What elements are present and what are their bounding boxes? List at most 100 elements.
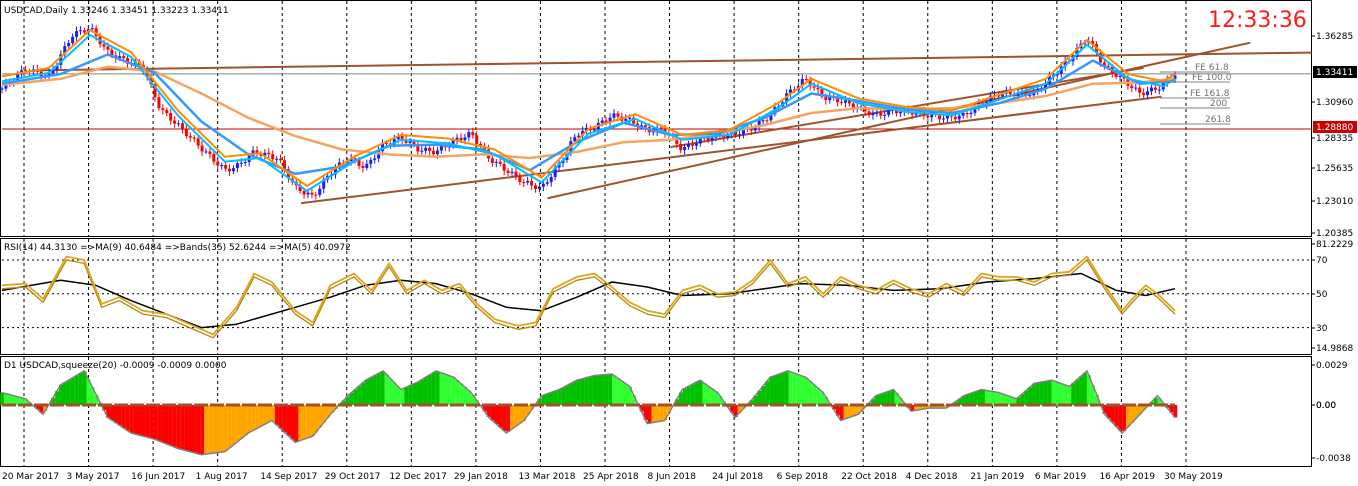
candle-body: [212, 153, 216, 162]
histogram-bar: [549, 392, 554, 406]
candle-body: [679, 143, 683, 151]
histogram-bar: [922, 405, 927, 409]
histogram-bar: [1118, 405, 1123, 431]
rsi-ma-line: [1, 272, 1176, 329]
candle-body: [698, 137, 702, 144]
candle-body: [867, 111, 871, 116]
histogram-bar: [349, 392, 354, 406]
histogram-bar: [584, 377, 589, 406]
histogram-bar: [718, 395, 723, 406]
histogram-bar: [498, 405, 503, 428]
rsi-series: [1, 255, 1311, 339]
candle-body: [71, 36, 75, 44]
candle-body: [534, 185, 538, 189]
candle-body: [263, 152, 267, 156]
candle-body: [522, 182, 526, 184]
histogram-bar: [102, 405, 107, 411]
candle-body: [298, 185, 302, 191]
candle-body: [953, 116, 957, 120]
candle-body: [235, 163, 239, 169]
histogram-bar: [15, 396, 20, 406]
y-tick-label: 30: [1316, 324, 1328, 334]
histogram-bar: [572, 381, 577, 406]
candle-body: [157, 97, 161, 109]
histogram-bar: [612, 375, 617, 406]
histogram-bar: [698, 380, 703, 406]
histogram-bar: [161, 405, 166, 443]
histogram-bar: [647, 405, 652, 424]
histogram-bar: [70, 377, 75, 406]
candle-body: [1153, 87, 1157, 90]
histogram-bar: [384, 374, 389, 406]
histogram-bar: [957, 398, 962, 406]
histogram-bar: [875, 395, 880, 406]
candle-body: [243, 162, 247, 164]
histogram-bar: [882, 392, 887, 406]
candle-body: [75, 31, 79, 37]
histogram-bar: [270, 405, 275, 422]
histogram-bar: [231, 405, 236, 445]
histogram-bar: [1039, 381, 1044, 406]
histogram-bar: [361, 382, 366, 406]
price-panel-frame: [0, 0, 1312, 237]
histogram-bar: [372, 375, 377, 406]
histogram-bar: [39, 405, 44, 413]
ma-orange-line: [1, 29, 1176, 187]
candle-body: [365, 163, 369, 168]
candle-body: [741, 128, 745, 135]
histogram-bar: [255, 405, 260, 429]
candle-body: [204, 151, 208, 153]
candle-body: [600, 120, 604, 123]
histogram-bar: [1020, 394, 1025, 406]
x-tick-label: 13 Mar 2018: [518, 472, 575, 482]
histogram-bar: [1090, 384, 1095, 406]
histogram-bar: [537, 398, 542, 406]
histogram-bar: [694, 382, 699, 406]
histogram-bar: [110, 405, 115, 421]
candle-body: [706, 137, 710, 141]
histogram-bar: [200, 405, 205, 455]
candle-body: [694, 143, 698, 146]
candle-body: [651, 131, 655, 133]
histogram-bar: [329, 405, 334, 414]
histogram-bar: [259, 405, 264, 427]
histogram-bar: [251, 405, 256, 431]
histogram-bar: [627, 386, 632, 406]
candle-body: [259, 154, 263, 156]
histogram-bar: [188, 405, 193, 452]
candle-body: [722, 135, 726, 138]
histogram-bar: [988, 391, 993, 406]
histogram-bar: [353, 389, 358, 406]
histogram-bar: [859, 405, 864, 412]
candle-body: [989, 95, 993, 102]
histogram-bar: [133, 405, 138, 435]
candle-body: [957, 115, 961, 120]
histogram-bar: [914, 405, 919, 411]
candle-body: [184, 128, 188, 137]
fib-level-label: FE 161.8: [1190, 89, 1230, 99]
histogram-bar: [341, 400, 346, 406]
level-price-tag: 1.28880: [1316, 123, 1353, 133]
candle-body: [177, 123, 181, 125]
histogram-bar: [733, 405, 738, 417]
candle-body: [592, 129, 596, 131]
candle-body: [847, 100, 851, 104]
histogram-bar: [164, 405, 169, 445]
candle-body: [510, 171, 514, 173]
candle-body: [604, 120, 608, 122]
candle-body: [279, 158, 283, 161]
x-tick-label: 4 Dec 2018: [906, 472, 958, 482]
candle-body: [573, 137, 577, 142]
histogram-bar: [223, 405, 228, 451]
histogram-bar: [969, 393, 974, 406]
candle-body: [102, 44, 106, 47]
candle-body: [789, 89, 793, 94]
candle-body: [1044, 83, 1048, 89]
histogram-bar: [11, 395, 16, 406]
histogram-bar: [729, 405, 734, 413]
fib-level-label: 261.8: [1205, 115, 1231, 125]
histogram-bar: [1024, 390, 1029, 406]
histogram-bar: [702, 383, 707, 406]
candle-body: [475, 135, 479, 144]
